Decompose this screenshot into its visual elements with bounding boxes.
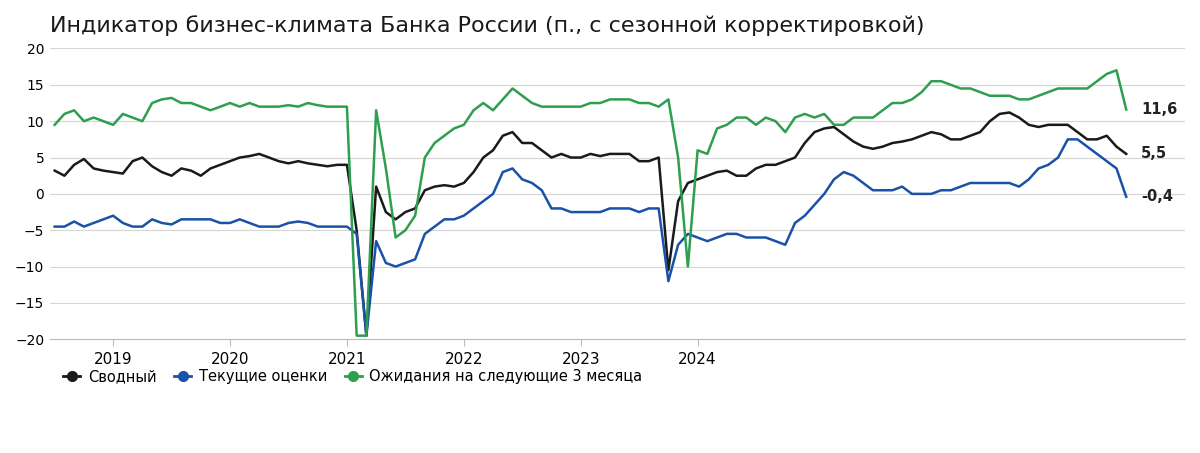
- Text: Индикатор бизнес-климата Банка России (п., с сезонной корректировкой): Индикатор бизнес-климата Банка России (п…: [50, 15, 924, 36]
- Text: -0,4: -0,4: [1141, 189, 1172, 204]
- Legend: Сводный, Текущие оценки, Ожидания на следующие 3 месяца: Сводный, Текущие оценки, Ожидания на сле…: [58, 363, 648, 390]
- Text: 5,5: 5,5: [1141, 146, 1166, 161]
- Text: 11,6: 11,6: [1141, 102, 1177, 117]
